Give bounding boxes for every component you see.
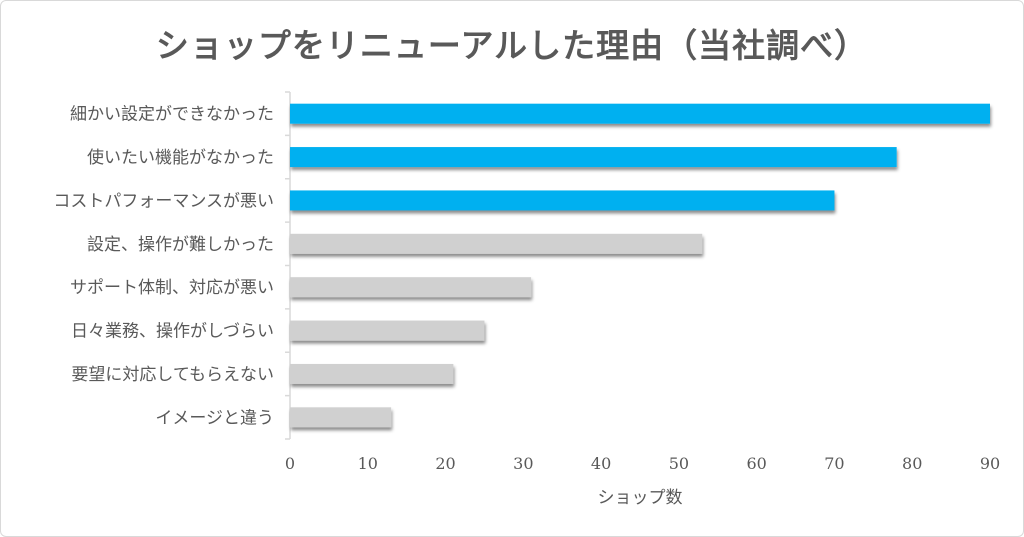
category-label: イメージと違う	[155, 408, 274, 428]
bar	[290, 233, 703, 254]
bar	[290, 363, 454, 384]
bar	[290, 320, 485, 341]
x-tick-label: 10	[358, 454, 378, 473]
x-tick-label: 90	[980, 454, 1000, 473]
x-tick-label: 20	[435, 454, 455, 473]
bar	[290, 103, 990, 124]
x-tick-label: 30	[513, 454, 533, 473]
x-tick-label: 70	[824, 454, 844, 473]
category-label: コストパフォーマンスが悪い	[53, 191, 274, 211]
category-label: 使いたい機能がなかった	[87, 147, 274, 168]
bar	[290, 190, 835, 211]
category-label: 日々業務、操作がしづらい	[71, 322, 274, 342]
x-tick-label: 50	[669, 454, 689, 473]
chart-title: ショップをリニューアルした理由（当社調べ）	[155, 26, 869, 65]
bar	[290, 277, 532, 298]
x-tick-label: 0	[285, 454, 295, 473]
bar	[290, 407, 392, 428]
bar	[290, 147, 897, 168]
category-label: 要望に対応してもらえない	[71, 365, 274, 385]
x-tick-label: 40	[591, 454, 611, 473]
x-tick-label: 60	[746, 454, 766, 473]
category-label: 細かい設定ができなかった	[70, 105, 274, 125]
x-tick-label: 80	[902, 454, 922, 473]
category-label: 設定、操作が難しかった	[87, 235, 274, 255]
x-axis-label: ショップ数	[597, 488, 683, 508]
category-label: サポート体制、対応が悪い	[70, 278, 274, 298]
